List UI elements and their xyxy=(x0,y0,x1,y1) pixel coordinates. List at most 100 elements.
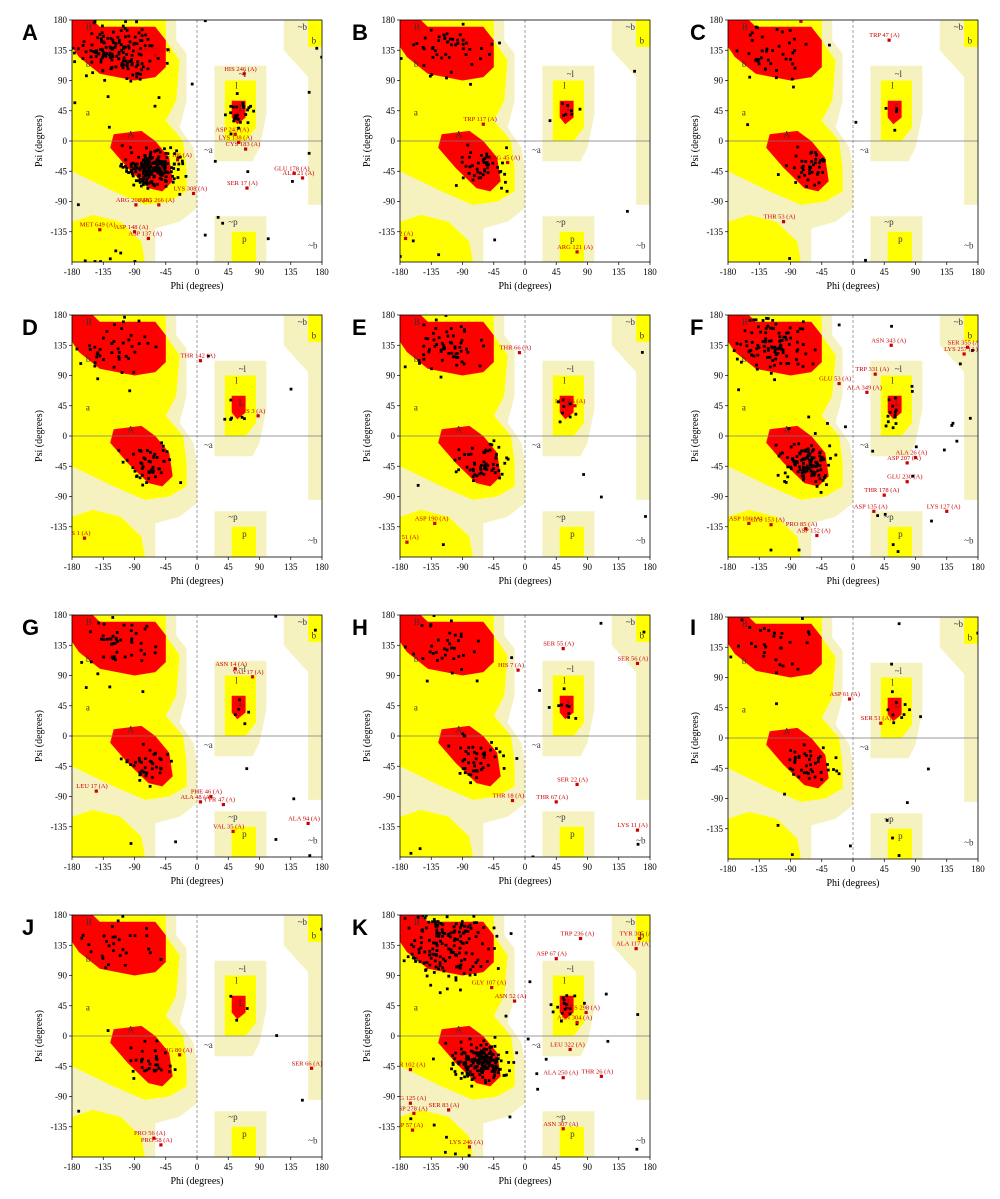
residue-point xyxy=(750,331,754,335)
outlier-label: TYR 305 (A) xyxy=(620,931,655,938)
outlier-label: HIS 246 (A) xyxy=(224,66,257,73)
x-tick-label: 135 xyxy=(284,862,298,872)
residue-point xyxy=(475,769,479,772)
residue-point xyxy=(809,151,813,155)
residue-point xyxy=(779,636,783,639)
residue-point xyxy=(481,1068,485,1072)
residue-point xyxy=(560,102,564,105)
residue-point xyxy=(151,465,155,469)
residue-point xyxy=(487,1062,491,1065)
outlier-label: TRP 117 (A) xyxy=(463,116,496,123)
residue-point xyxy=(445,915,449,919)
y-tick-label: 180 xyxy=(54,15,68,25)
residue-point xyxy=(100,954,104,958)
residue-point xyxy=(497,445,501,449)
outlier-point xyxy=(905,461,909,465)
residue-point xyxy=(886,420,890,424)
region-label: ~b xyxy=(308,1136,318,1146)
residue-point xyxy=(247,710,251,714)
residue-point xyxy=(105,330,109,333)
residue-point xyxy=(485,163,488,166)
x-tick-label: 0 xyxy=(195,267,200,277)
residue-point xyxy=(163,147,166,151)
residue-point xyxy=(146,162,150,166)
residue-point xyxy=(410,943,414,946)
residue-point xyxy=(458,946,462,950)
residue-point xyxy=(459,349,463,353)
residue-point xyxy=(450,671,454,675)
residue-point xyxy=(893,415,897,419)
residue-point xyxy=(121,915,125,918)
residue-point xyxy=(246,121,250,125)
region-label: ~a xyxy=(204,740,213,750)
residue-point xyxy=(807,630,810,634)
residue-point xyxy=(155,1039,159,1043)
residue-point xyxy=(828,43,831,47)
residue-point xyxy=(145,146,148,150)
x-axis-label: Phi (degrees) xyxy=(826,281,879,292)
residue-point xyxy=(644,515,647,518)
y-tick-label: 45 xyxy=(386,1001,396,1011)
residue-point xyxy=(241,101,245,105)
region-label: a xyxy=(86,107,90,117)
panel-letter-K: K xyxy=(352,915,368,940)
outlier-label: HIS 7 (A) xyxy=(498,662,524,669)
outlier-point xyxy=(578,936,583,941)
residue-point xyxy=(493,1035,497,1039)
residue-point xyxy=(127,338,131,342)
residue-point xyxy=(811,456,814,460)
residue-point xyxy=(436,658,439,662)
region-label: b xyxy=(312,631,317,641)
residue-point xyxy=(503,1073,506,1077)
outlier-label: ASN 343 (A) xyxy=(871,337,906,344)
residue-point xyxy=(157,155,161,158)
residue-point xyxy=(462,654,465,657)
residue-point xyxy=(823,476,826,479)
x-tick-label: 0 xyxy=(195,562,200,572)
residue-point xyxy=(437,638,440,642)
residue-point xyxy=(172,177,176,181)
y-axis-label: Psi (degrees) xyxy=(362,710,373,762)
residue-point xyxy=(116,347,120,351)
residue-point xyxy=(431,46,435,49)
residue-point xyxy=(755,367,759,371)
residue-point xyxy=(149,171,153,174)
residue-point xyxy=(488,155,491,159)
region-label: p xyxy=(898,831,903,841)
residue-point xyxy=(429,623,433,626)
x-tick-label: -180 xyxy=(64,862,81,872)
residue-point xyxy=(150,180,154,183)
region-allowed-b-corner xyxy=(964,20,978,47)
residue-point xyxy=(563,1007,567,1011)
residue-point xyxy=(434,941,438,945)
residue-point xyxy=(136,72,140,76)
residue-point xyxy=(114,42,118,45)
residue-point xyxy=(400,57,403,60)
residue-point xyxy=(122,623,126,627)
y-tick-label: -90 xyxy=(383,1092,395,1102)
residue-point xyxy=(130,653,134,657)
residue-point xyxy=(792,37,796,41)
residue-point xyxy=(152,752,156,756)
residue-point xyxy=(768,339,771,343)
y-tick-label: 180 xyxy=(382,610,396,620)
residue-point xyxy=(123,655,127,659)
residue-point xyxy=(121,165,125,169)
outlier-point xyxy=(292,171,296,175)
residue-point xyxy=(119,43,123,46)
residue-point xyxy=(128,40,132,44)
residue-point xyxy=(759,330,763,334)
residue-point xyxy=(470,62,474,66)
residue-point xyxy=(793,760,797,764)
outlier-point xyxy=(887,38,891,42)
residue-point xyxy=(105,52,108,56)
x-axis-label: Phi (degrees) xyxy=(170,876,223,887)
x-tick-label: 180 xyxy=(315,862,329,872)
residue-point xyxy=(820,778,824,782)
residue-point xyxy=(404,645,407,649)
residue-point xyxy=(633,69,636,73)
residue-point xyxy=(771,318,775,322)
region-label: ~a xyxy=(532,1040,541,1050)
region-core-l xyxy=(887,697,902,722)
residue-point xyxy=(131,172,134,176)
